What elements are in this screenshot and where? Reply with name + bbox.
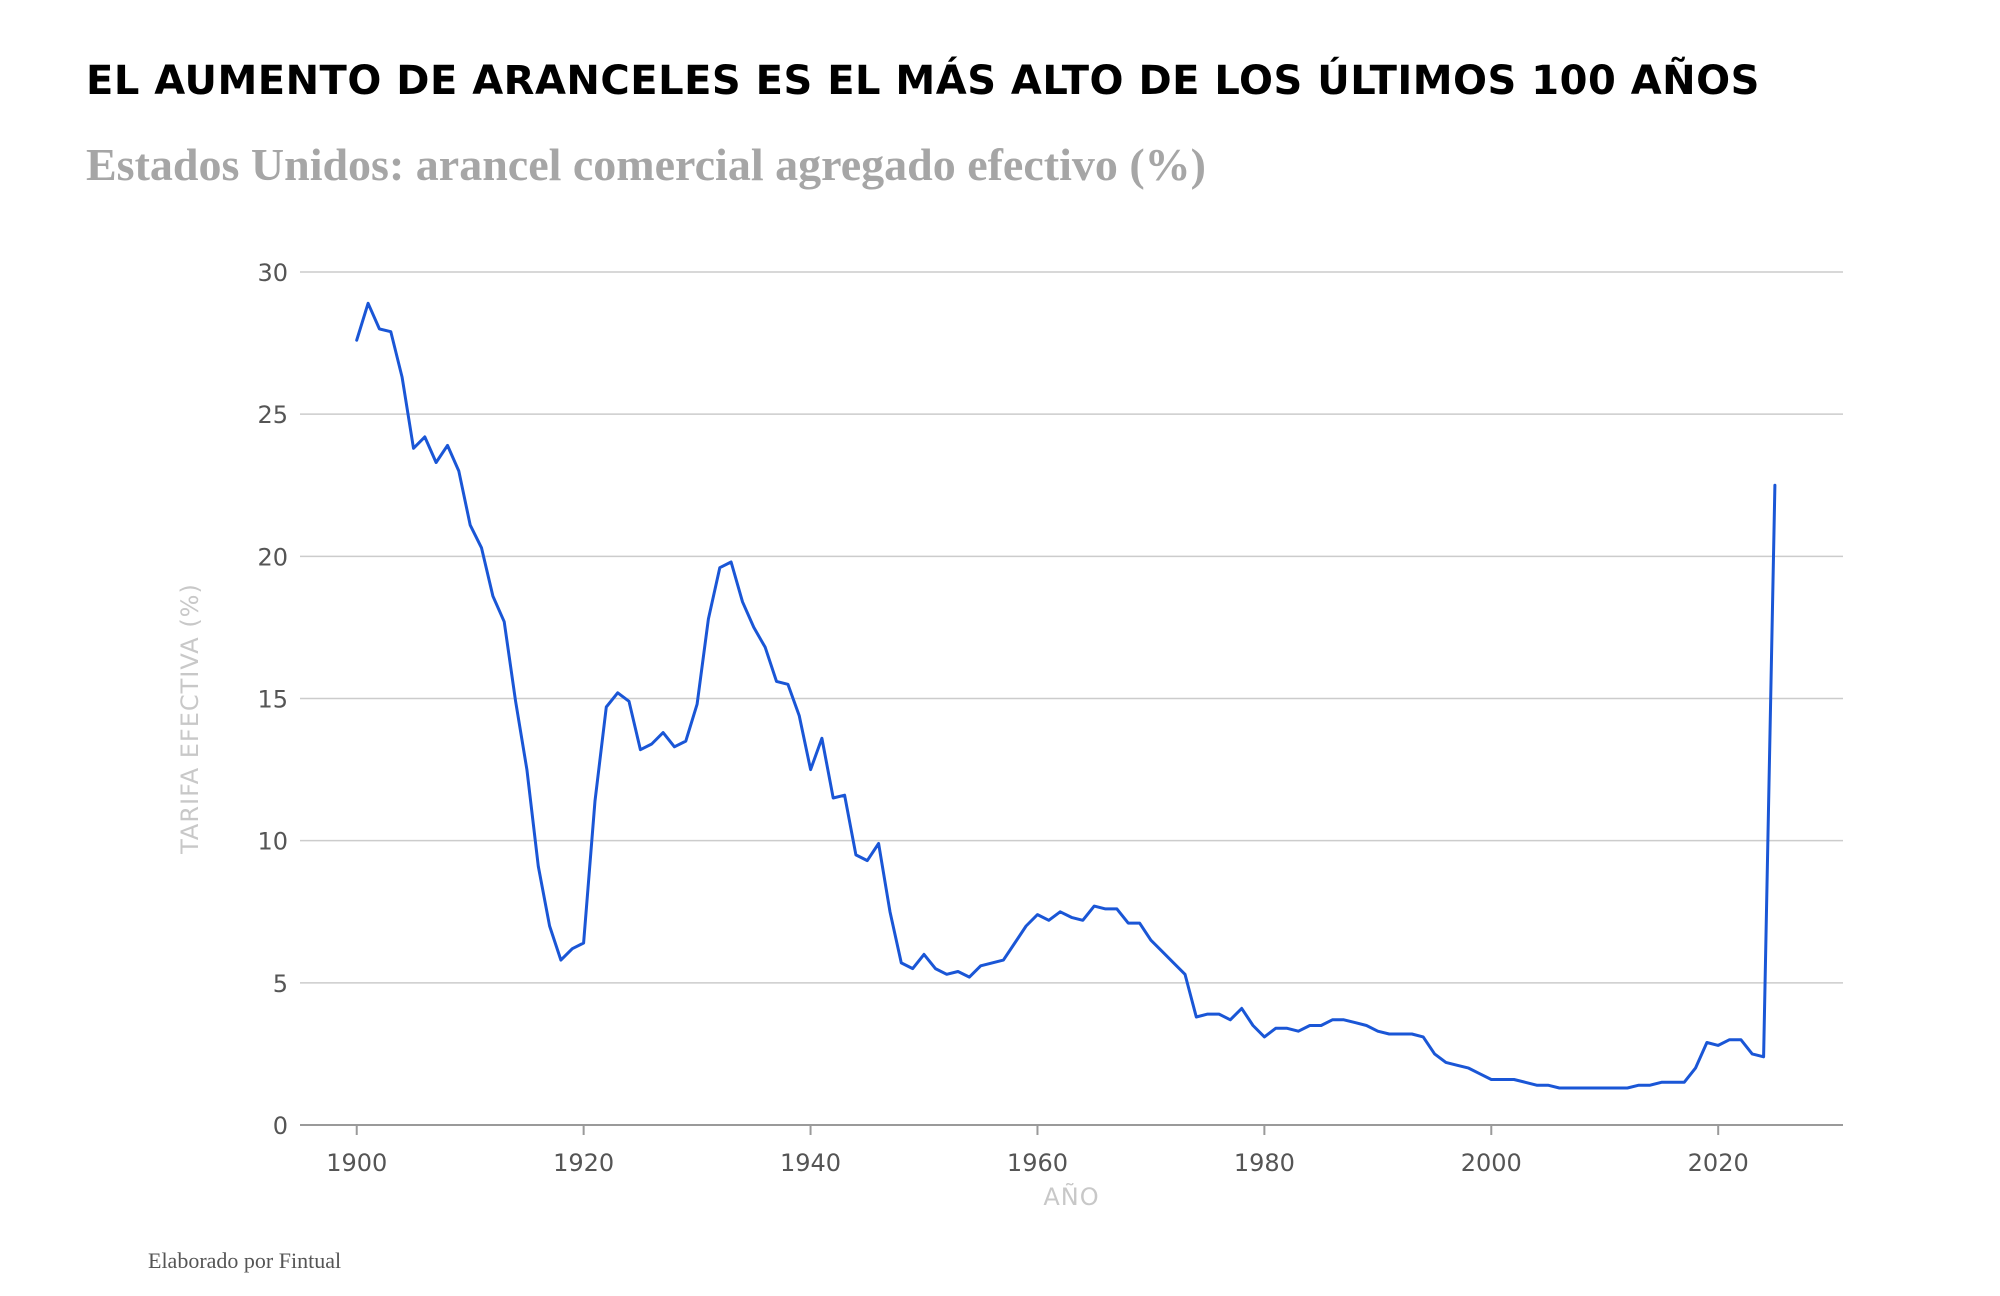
x-axis-ticks: 1900 1920 1940 1960 1980 2000 2020 [326, 1125, 1749, 1177]
x-tick-label: 1980 [1234, 1149, 1295, 1177]
series-group [355, 301, 1777, 1090]
x-tick-label: 1920 [553, 1149, 614, 1177]
x-tick-label: 1960 [1007, 1149, 1068, 1177]
gridlines [300, 271, 1843, 1126]
y-tick-label: 15 [257, 686, 288, 714]
y-tick-label: 0 [273, 1112, 288, 1140]
y-tick-label: 30 [257, 259, 288, 287]
y-axis-ticks: 0 5 10 15 20 25 30 [257, 259, 288, 1140]
y-axis-title: TARIFA EFECTIVA (%) [176, 583, 204, 855]
x-tick-label: 2000 [1461, 1149, 1522, 1177]
y-tick-label: 25 [257, 401, 288, 429]
chart-subtitle: Estados Unidos: arancel comercial agrega… [86, 139, 1206, 190]
y-tick-label: 10 [257, 828, 288, 856]
x-tick-label: 1900 [326, 1149, 387, 1177]
y-tick-label: 20 [257, 543, 288, 571]
x-tick-label: 2020 [1688, 1149, 1749, 1177]
x-axis-title: AÑO [1043, 1181, 1099, 1211]
x-tick-label: 1940 [780, 1149, 841, 1177]
source-note: Elaborado por Fintual [148, 1248, 342, 1273]
y-tick-label: 5 [273, 970, 288, 998]
chart-title: EL AUMENTO DE ARANCELES ES EL MÁS ALTO D… [86, 58, 1760, 104]
series-line-0 [355, 301, 1777, 1090]
